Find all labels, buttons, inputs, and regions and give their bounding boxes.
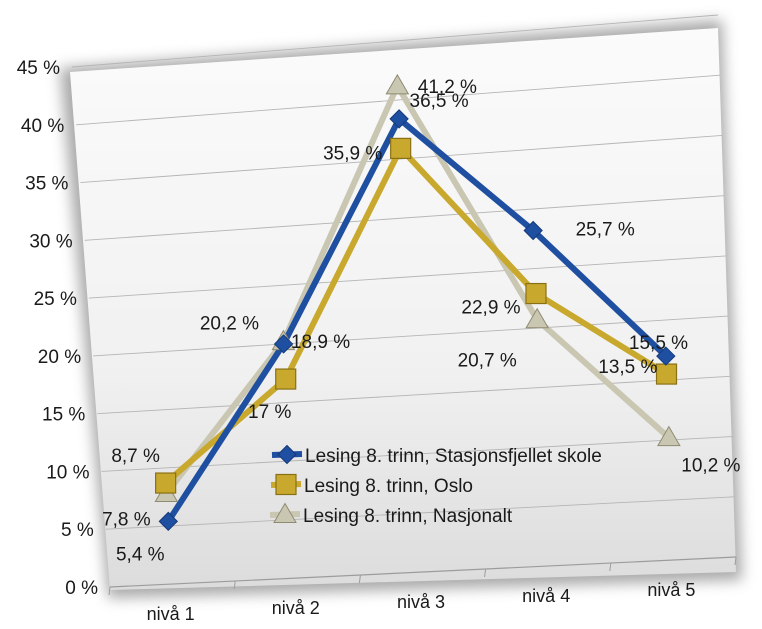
gridline <box>80 134 723 184</box>
x-tick-mark <box>484 568 487 578</box>
data-label: 15,5 % <box>629 333 688 354</box>
x-category-label: nivå 5 <box>647 580 695 600</box>
square-marker <box>655 363 678 385</box>
data-label: 36,5 % <box>410 91 469 112</box>
data-label: 22,9 % <box>461 298 520 319</box>
y-axis: 0 % 5 % 10 % 15 % 20 % 25 % 30 % 35 % 40 % 45 % <box>17 58 98 599</box>
square-marker <box>275 473 297 496</box>
diamond-marker <box>277 444 297 465</box>
gridline <box>109 556 737 588</box>
x-category-label: nivå 3 <box>397 592 445 612</box>
data-label: 20,2 % <box>200 314 259 335</box>
gridline <box>97 375 731 415</box>
x-axis: nivå 1 nivå 2 nivå 3 nivå 4 nivå 5 <box>108 556 737 624</box>
y-tick-label: 20 % <box>38 347 81 368</box>
triangle-marker <box>525 307 550 329</box>
plot-area-background <box>70 28 736 590</box>
x-tick-mark <box>233 580 236 590</box>
diamond-marker <box>389 109 409 129</box>
y-tick-label: 40 % <box>21 116 64 137</box>
triangle-marker <box>385 73 410 95</box>
data-label: 13,5 % <box>598 357 657 378</box>
y-tick-label: 30 % <box>29 231 72 252</box>
y-tick-label: 25 % <box>34 289 77 310</box>
y-tick-label: 10 % <box>46 462 89 483</box>
data-label: 25,7 % <box>576 219 635 240</box>
gridline <box>71 14 719 68</box>
series-lines <box>154 73 681 532</box>
y-tick-label: 5 % <box>61 520 94 541</box>
diamond-marker <box>273 334 294 354</box>
legend-label: Lesing 8. trinn, Oslo <box>304 476 473 497</box>
data-label: 10,2 % <box>681 456 740 477</box>
x-tick-mark <box>734 556 737 566</box>
x-tick-mark <box>358 574 361 584</box>
square-marker <box>525 282 547 305</box>
data-label: 18,9 % <box>291 332 350 353</box>
diamond-marker <box>523 220 543 241</box>
legend-label: Lesing 8. trinn, Nasjonalt <box>303 506 513 527</box>
data-label: 8,7 % <box>111 446 160 467</box>
x-category-label: nivå 4 <box>522 586 570 606</box>
diamond-marker <box>656 346 676 366</box>
gridline <box>105 496 735 530</box>
x-tick-mark <box>609 562 612 572</box>
data-label: 41,2 % <box>418 77 477 98</box>
triangle-marker <box>656 425 681 447</box>
triangle-marker <box>273 502 297 523</box>
x-category-label: nivå 1 <box>147 604 195 624</box>
plot-area <box>60 20 742 598</box>
y-tick-label: 35 % <box>25 174 68 195</box>
gridline <box>76 74 721 126</box>
legend-label: Lesing 8. trinn, Stasjonsfjellet skole <box>305 446 602 467</box>
square-marker <box>155 472 177 494</box>
data-label: 20,7 % <box>458 351 517 372</box>
gridline <box>84 195 725 241</box>
diamond-marker <box>158 511 178 532</box>
y-tick-label: 15 % <box>42 405 85 426</box>
gridline <box>93 315 729 357</box>
data-label: 17 % <box>248 402 291 423</box>
data-label: 5,4 % <box>116 544 165 565</box>
x-category-label: nivå 2 <box>272 598 320 618</box>
gridline <box>88 255 727 299</box>
data-labels: 5,4 % 25,7 % 13,5 % 8,7 % 17 % 35,9 % 22,9 % 15… <box>102 77 740 565</box>
data-label: 7,8 % <box>102 509 151 530</box>
legend: Lesing 8. trinn, Stasjonsfjellet skole Le… <box>269 444 602 527</box>
data-label: 35,9 % <box>323 143 382 164</box>
y-tick-label: 0 % <box>65 578 98 599</box>
square-marker <box>275 368 297 390</box>
y-tick-label: 45 % <box>17 58 60 79</box>
square-marker <box>390 137 412 159</box>
x-tick-mark <box>108 586 111 596</box>
